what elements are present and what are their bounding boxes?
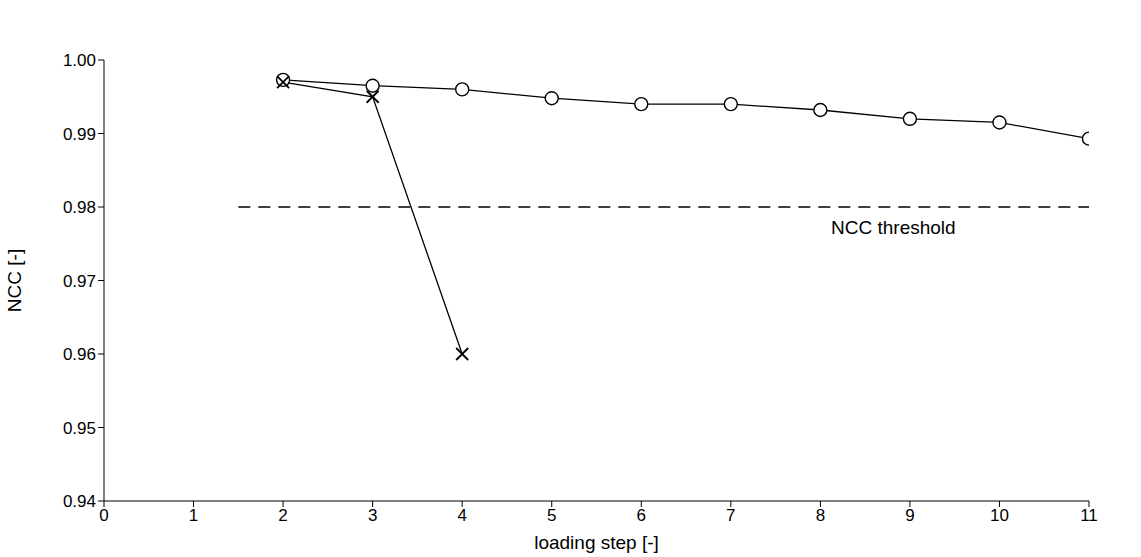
svg-text:0.94: 0.94 bbox=[63, 492, 96, 511]
svg-text:9: 9 bbox=[905, 506, 914, 525]
svg-text:0.99: 0.99 bbox=[63, 125, 96, 144]
svg-text:4: 4 bbox=[457, 506, 466, 525]
svg-text:1.00: 1.00 bbox=[63, 51, 96, 70]
svg-text:NCC threshold: NCC threshold bbox=[831, 217, 956, 238]
svg-text:8: 8 bbox=[816, 506, 825, 525]
svg-text:10: 10 bbox=[990, 506, 1009, 525]
svg-text:0.96: 0.96 bbox=[63, 345, 96, 364]
svg-text:NCC [-]: NCC [-] bbox=[4, 249, 25, 312]
svg-text:1: 1 bbox=[189, 506, 198, 525]
svg-text:0.98: 0.98 bbox=[63, 198, 96, 217]
svg-text:0: 0 bbox=[99, 506, 108, 525]
svg-text:3: 3 bbox=[368, 506, 377, 525]
svg-text:6: 6 bbox=[637, 506, 646, 525]
svg-text:7: 7 bbox=[726, 506, 735, 525]
svg-text:5: 5 bbox=[547, 506, 556, 525]
svg-text:loading step [-]: loading step [-] bbox=[534, 532, 659, 553]
svg-text:2: 2 bbox=[278, 506, 287, 525]
svg-text:11: 11 bbox=[1080, 506, 1098, 525]
svg-text:0.95: 0.95 bbox=[63, 419, 96, 438]
svg-text:0.97: 0.97 bbox=[63, 272, 96, 291]
